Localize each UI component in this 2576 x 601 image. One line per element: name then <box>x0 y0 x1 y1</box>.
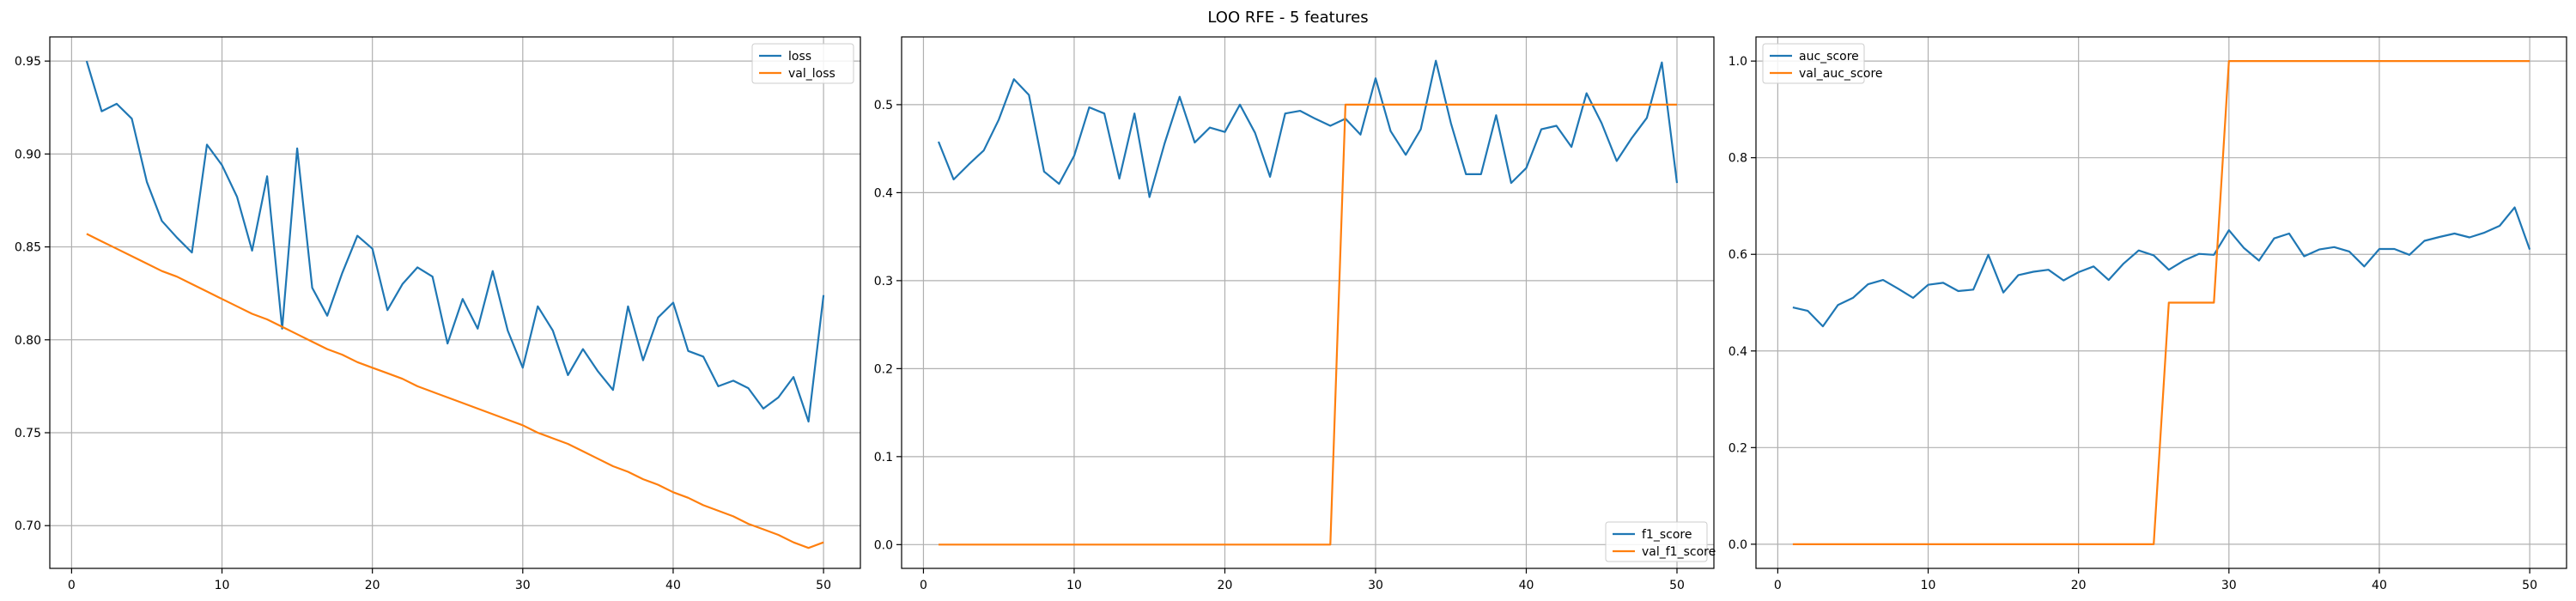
legend-label-val-auc-score: val_auc_score <box>1799 67 1883 81</box>
legend-label-val-loss: val_loss <box>788 67 835 81</box>
x-tick-label-3-0: 0 <box>1774 579 1782 592</box>
legend-2: f1_score val_f1_score <box>1605 521 1716 562</box>
y-tick-label-3-3: 0.6 <box>1728 248 1747 262</box>
x-tick-label-3-1: 10 <box>1921 579 1936 592</box>
series-line-loss <box>85 60 825 423</box>
x-tick-label-3-3: 30 <box>2221 579 2237 592</box>
series-line-val-f1-score <box>939 103 1677 546</box>
y-tick-label-3-2: 0.4 <box>1728 345 1747 359</box>
series-line-auc-score <box>1792 206 2531 328</box>
x-tick-label-2-0: 0 <box>920 579 927 592</box>
x-tick-label-2-2: 20 <box>1218 579 1233 592</box>
x-tick-label-1-4: 40 <box>665 579 681 592</box>
x-tick-label-2-4: 40 <box>1519 579 1534 592</box>
legend-3: auc_score val_auc_score <box>1762 43 1883 84</box>
chart-panel-2: 0 10 20 30 40 50 0.0 0.1 0.2 0.3 0.4 0.5 f1_scoreval… <box>874 36 1716 592</box>
y-tick-label-3-5: 1.0 <box>1728 55 1747 69</box>
y-tick-label-1-4: 0.90 <box>15 148 41 161</box>
legend-label-val-f1-score: val_f1_score <box>1642 545 1716 559</box>
x-tick-label-1-3: 30 <box>515 579 531 592</box>
x-tick-label-2-3: 30 <box>1368 579 1383 592</box>
x-tick-label-3-2: 20 <box>2071 579 2087 592</box>
y-tick-label-3-0: 0.0 <box>1728 538 1747 552</box>
y-tick-label-2-3: 0.3 <box>874 275 893 288</box>
y-tick-label-3-1: 0.2 <box>1728 441 1747 455</box>
y-tick-label-2-2: 0.2 <box>874 362 893 376</box>
legend-label-f1-score: f1_score <box>1642 528 1692 542</box>
y-tick-label-1-1: 0.75 <box>15 427 41 440</box>
legend-1: loss val_loss <box>751 43 854 84</box>
y-tick-label-2-5: 0.5 <box>874 99 893 112</box>
y-tick-label-3-4: 0.8 <box>1728 152 1747 166</box>
y-tick-label-2-1: 0.1 <box>874 451 893 464</box>
legend-label-loss: loss <box>788 50 811 64</box>
y-tick-label-1-2: 0.80 <box>15 334 41 348</box>
y-tick-label-1-0: 0.70 <box>15 519 41 533</box>
figure-title: LOO RFE - 5 features <box>1207 9 1369 27</box>
series-line-val-auc-score <box>1792 59 2530 546</box>
series-line-val-loss <box>86 233 824 549</box>
x-tick-label-3-5: 50 <box>2522 579 2537 592</box>
y-tick-label-2-4: 0.4 <box>874 186 893 200</box>
series-line-f1-score <box>937 59 1679 198</box>
x-tick-label-1-2: 20 <box>365 579 380 592</box>
legend-label-auc-score: auc_score <box>1799 50 1859 64</box>
x-tick-label-2-1: 10 <box>1066 579 1082 592</box>
y-tick-label-2-0: 0.0 <box>874 538 893 552</box>
chart-panel-1: 0 10 20 30 40 50 0.70 0.75 0.80 0.85 0.90 0.95 loss v… <box>15 36 861 592</box>
x-tick-label-1-0: 0 <box>68 579 76 592</box>
y-tick-label-1-5: 0.95 <box>15 55 41 69</box>
axes-frame-3 <box>1755 36 2567 569</box>
x-tick-label-2-5: 50 <box>1669 579 1685 592</box>
axes-frame-1 <box>49 36 861 569</box>
x-tick-label-1-5: 50 <box>816 579 831 592</box>
chart-panel-3: 0 10 20 30 40 50 0.0 0.2 0.4 0.6 0.8 1.0 auc_scoreva… <box>1728 36 2567 592</box>
y-tick-label-1-3: 0.85 <box>15 241 41 255</box>
x-tick-label-3-4: 40 <box>2372 579 2387 592</box>
axes-frame-2 <box>901 36 1715 569</box>
x-tick-label-1-1: 10 <box>215 579 230 592</box>
